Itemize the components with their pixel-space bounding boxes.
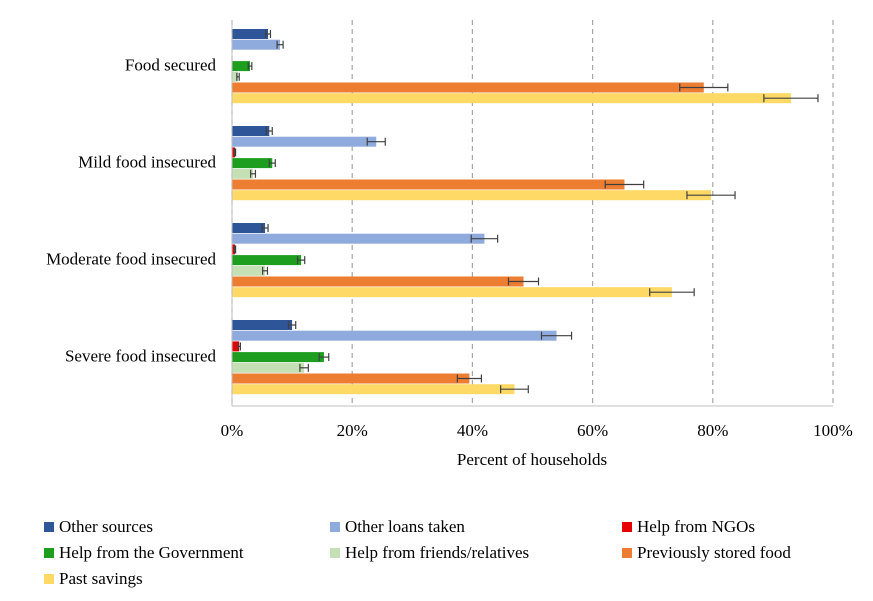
category-label: Food secured	[125, 55, 217, 74]
axes	[231, 20, 833, 407]
error-bar	[686, 191, 736, 200]
bar	[232, 223, 266, 233]
bar	[232, 126, 270, 136]
error-bar	[318, 353, 330, 362]
legend-item: Past savings	[44, 569, 143, 589]
bar	[232, 384, 515, 395]
error-bar	[276, 40, 284, 49]
error-bar	[247, 62, 253, 71]
tick-labels: 0% 20% 40% 60% 80% 100%	[221, 421, 853, 440]
error-bar	[604, 180, 645, 189]
gridlines	[231, 20, 834, 406]
bar	[232, 276, 524, 287]
error-bar	[470, 234, 499, 243]
x-tick-label: 0%	[221, 421, 244, 440]
error-bar	[250, 169, 257, 178]
category-label: Mild food insecured	[78, 152, 216, 171]
bar	[232, 82, 704, 93]
legend-swatch	[330, 522, 340, 532]
bar	[232, 255, 302, 266]
legend-swatch	[44, 522, 54, 532]
error-bar	[261, 224, 269, 232]
legend-label: Help from friends/relatives	[345, 543, 530, 562]
error-bar	[507, 277, 540, 286]
bar	[232, 320, 293, 330]
legend-swatch	[44, 574, 54, 584]
error-bar	[679, 83, 729, 92]
legend-label: Other sources	[59, 517, 153, 536]
error-bar	[287, 321, 297, 329]
error-bar	[540, 331, 573, 340]
legend-item: Other loans taken	[330, 517, 465, 537]
legend-item: Other sources	[44, 517, 153, 537]
bar	[232, 71, 239, 82]
bar	[232, 168, 254, 179]
error-bar	[233, 245, 237, 254]
bar	[232, 29, 269, 39]
x-tick-label: 100%	[813, 421, 853, 440]
legend-swatch	[44, 548, 54, 558]
error-bar	[299, 363, 309, 372]
bar	[232, 147, 236, 158]
legend-swatch	[622, 522, 632, 532]
error-bar	[265, 30, 272, 38]
bar	[232, 158, 273, 169]
x-tick-label: 20%	[337, 421, 368, 440]
legend-swatch	[622, 548, 632, 558]
legend-label: Help from the Government	[59, 543, 244, 562]
bar	[232, 244, 236, 255]
legend-label: Past savings	[59, 569, 143, 588]
bars	[232, 29, 791, 395]
error-bar	[763, 94, 819, 103]
legend-item: Help from the Government	[44, 543, 244, 563]
bar	[232, 341, 240, 352]
error-bar	[268, 159, 276, 168]
bar-chart: Food secured Mild food insecured Moderate …	[46, 20, 853, 469]
bar	[232, 265, 266, 276]
bar	[232, 287, 672, 298]
error-bar	[456, 374, 483, 383]
category-label: Severe food insecured	[65, 346, 217, 365]
error-bar	[500, 385, 529, 394]
error-bar	[649, 288, 695, 297]
x-tick-label: 40%	[457, 421, 488, 440]
error-bar	[237, 342, 242, 351]
legend-swatch	[330, 548, 340, 558]
bar	[232, 179, 625, 190]
legend-item: Help from friends/relatives	[330, 543, 529, 563]
error-bar	[366, 137, 386, 146]
error-bar	[296, 256, 306, 265]
category-labels: Food secured Mild food insecured Moderate …	[46, 55, 216, 365]
bar	[232, 373, 470, 384]
bar	[232, 93, 791, 104]
legend-label: Previously stored food	[637, 543, 791, 562]
bar	[232, 352, 324, 363]
legend-item: Help from NGOs	[622, 517, 755, 537]
legend: Other sources Other loans taken Help from …	[0, 512, 873, 592]
bar	[232, 330, 557, 341]
bar	[232, 61, 251, 72]
bar	[232, 362, 305, 373]
bar	[232, 190, 711, 201]
x-tick-label: 60%	[577, 421, 608, 440]
legend-label: Help from NGOs	[637, 517, 756, 536]
bar	[232, 233, 485, 244]
legend-label: Other loans taken	[345, 517, 465, 536]
error-bar	[265, 127, 273, 135]
error-bar	[236, 72, 240, 81]
bar	[232, 39, 281, 50]
error-bars	[233, 30, 819, 394]
error-bar	[262, 266, 269, 275]
x-axis-label: Percent of households	[457, 450, 607, 469]
category-label: Moderate food insecured	[46, 249, 216, 268]
legend-item: Previously stored food	[622, 543, 791, 563]
error-bar	[233, 148, 237, 157]
bar	[232, 136, 377, 147]
x-tick-label: 80%	[697, 421, 728, 440]
